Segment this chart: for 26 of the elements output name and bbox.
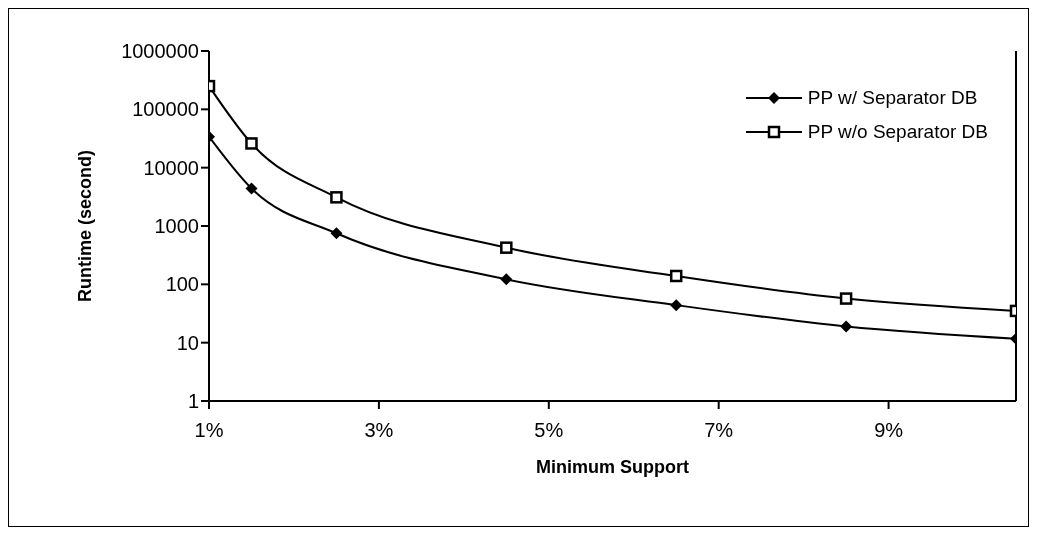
y-tick-label: 100 <box>165 273 199 296</box>
x-tick-label: 5% <box>534 419 564 442</box>
x-tick-label: 3% <box>364 419 394 442</box>
point <box>839 292 853 305</box>
point <box>245 137 258 150</box>
point <box>330 227 343 240</box>
y-tick-label: 1000000 <box>121 40 199 63</box>
x-tick-label: 9% <box>874 419 904 442</box>
x-tick-label: 7% <box>704 419 734 442</box>
y-tick-label: 10 <box>176 331 199 354</box>
y-tick-label: 1 <box>187 390 199 413</box>
point <box>500 273 513 286</box>
x-axis-title: Minimum Support <box>536 457 689 477</box>
point <box>245 182 258 195</box>
point <box>330 191 343 204</box>
point <box>670 299 683 312</box>
y-tick-label: 1000 <box>154 215 199 238</box>
legend-label: PP w/ Separator DB <box>807 86 978 110</box>
point <box>500 241 513 254</box>
y-axis-title: Runtime (second) <box>75 149 96 303</box>
x-tick-label: 1% <box>194 419 224 442</box>
point <box>669 269 683 283</box>
y-tick-label: 100000 <box>132 98 199 121</box>
y-tick-label: 10000 <box>143 156 199 179</box>
legend-label: PP w/o Separator DB <box>807 120 988 144</box>
point <box>840 320 853 333</box>
